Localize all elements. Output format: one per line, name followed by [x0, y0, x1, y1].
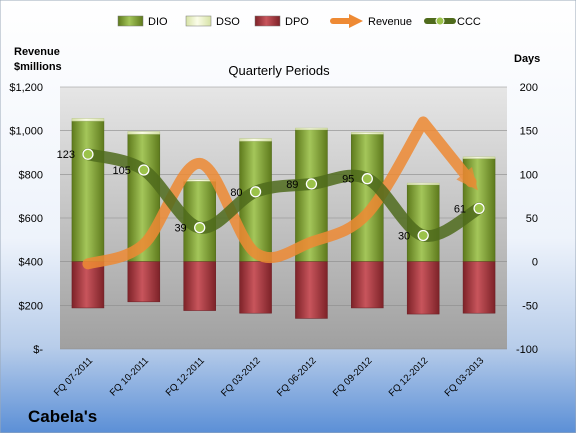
- ccc-data-label: 105: [112, 165, 130, 177]
- left-tick-label: $600: [19, 213, 43, 225]
- legend-swatch-dso: [185, 15, 212, 27]
- left-axis-label-line2: $millions: [14, 61, 62, 73]
- bars: [71, 118, 496, 319]
- ccc-point: [194, 221, 206, 234]
- ccc-data-label: 39: [174, 223, 186, 235]
- left-tick-label: $800: [19, 169, 43, 181]
- left-axis-ticks: $- $200 $400 $600 $800 $1,000 $1,200: [9, 82, 43, 356]
- dso-bar: [239, 138, 272, 142]
- left-tick-label: $1,200: [9, 82, 43, 94]
- right-tick-label: 50: [526, 213, 538, 225]
- right-tick-label: 100: [520, 169, 538, 181]
- dpo-bar: [127, 261, 161, 303]
- ccc-data-label: 89: [286, 179, 298, 191]
- dpo-bar: [183, 261, 216, 311]
- right-tick-label: 0: [532, 257, 538, 269]
- left-tick-label: $-: [33, 344, 43, 356]
- ccc-point: [417, 229, 429, 242]
- left-tick-label: $400: [19, 257, 43, 269]
- ccc-data-label: 30: [398, 230, 410, 242]
- legend-arrow-icon: [349, 14, 363, 28]
- ccc-series: [81, 148, 486, 242]
- ccc-data-label: 61: [454, 203, 466, 215]
- data-labels: 123 105 39 80 89 95 30 61: [57, 149, 466, 242]
- dpo-bar: [295, 261, 328, 319]
- ccc-point: [473, 202, 485, 215]
- dpo-bar: [406, 261, 440, 315]
- ccc-data-label: 123: [57, 149, 75, 161]
- dso-bar: [71, 118, 105, 122]
- left-tick-label: $200: [19, 300, 43, 312]
- legend-label-ccc: CCC: [457, 16, 481, 28]
- dpo-bar: [351, 261, 384, 309]
- dio-bar: [71, 120, 105, 262]
- legend: DIO DSO DPO Revenue CCC: [117, 14, 481, 28]
- ccc-data-label: 95: [342, 174, 354, 186]
- company-name: Cabela's: [28, 407, 97, 426]
- right-tick-label: -100: [516, 344, 538, 356]
- ccc-point: [138, 164, 150, 176]
- ccc-point: [361, 173, 373, 185]
- right-tick-label: 200: [520, 82, 538, 94]
- legend-label-dio: DIO: [148, 16, 168, 28]
- dso-bar: [351, 132, 384, 135]
- legend-swatch-dpo: [254, 15, 281, 27]
- legend-ccc-point: [435, 16, 445, 26]
- dso-bar: [295, 127, 328, 131]
- revenue-series: [82, 116, 478, 270]
- dpo-bar: [239, 261, 272, 314]
- legend-label-revenue: Revenue: [368, 16, 412, 28]
- right-tick-label: 150: [520, 126, 538, 138]
- revenue-line: [82, 116, 478, 270]
- legend-label-dso: DSO: [216, 16, 240, 28]
- ccc-data-label: 80: [230, 187, 242, 199]
- chart-title: Quarterly Periods: [228, 63, 330, 78]
- dpo-bar: [462, 261, 496, 314]
- left-tick-label: $1,000: [9, 126, 43, 138]
- legend-label-dpo: DPO: [285, 16, 309, 28]
- dso-bar: [127, 131, 161, 135]
- right-tick-label: -50: [522, 300, 538, 312]
- ccc-point: [82, 148, 94, 160]
- left-axis-label-line1: Revenue: [14, 46, 60, 58]
- dso-bar: [462, 156, 496, 159]
- right-axis-ticks: -100 -50 0 50 100 150 200: [516, 82, 538, 356]
- legend-swatch-dio: [117, 15, 144, 27]
- ccc-point: [305, 178, 318, 190]
- ccc-point: [249, 186, 262, 198]
- dpo-bar: [71, 261, 105, 309]
- dso-bar: [406, 182, 440, 186]
- right-axis-label: Days: [514, 53, 540, 65]
